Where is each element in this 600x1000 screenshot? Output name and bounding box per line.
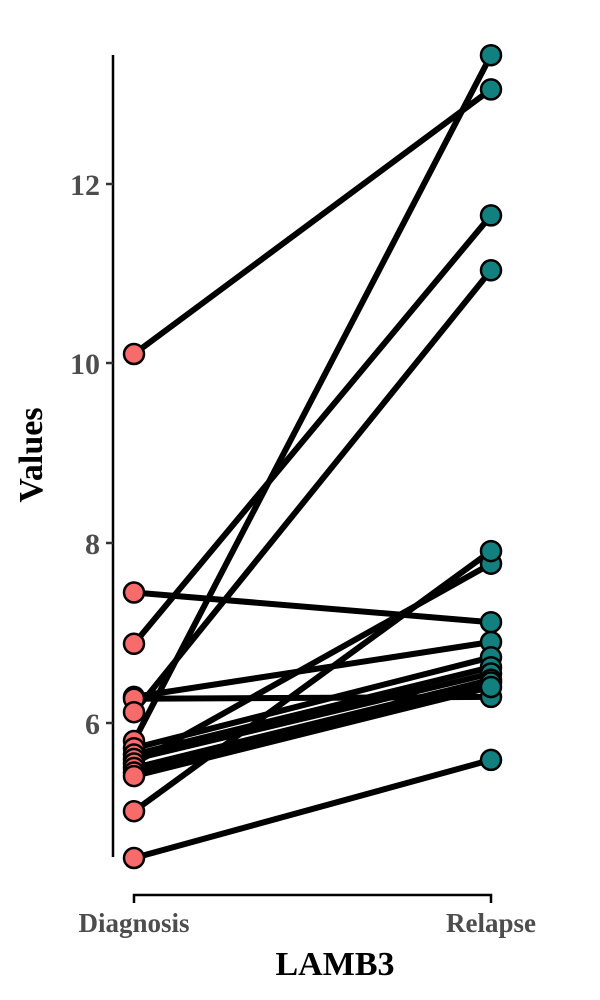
diagnosis-points (122, 342, 146, 870)
pair-line (133, 679, 492, 776)
relapse-points (479, 43, 503, 772)
y-axis-ticks: 6 8 10 12 (70, 169, 113, 741)
pair-line (131, 53, 494, 743)
x-tick-label-relapse: Relapse (446, 908, 536, 938)
relapse-point (479, 204, 503, 227)
x-tick-label-diagnosis: Diagnosis (78, 908, 189, 938)
x-axis-line (132, 893, 493, 903)
y-tick-label-10: 10 (70, 348, 100, 381)
x-axis-title: LAMB3 (276, 946, 395, 983)
pair-lines (131, 53, 494, 861)
relapse-point (479, 43, 503, 67)
y-tick-label-8: 8 (85, 528, 100, 561)
relapse-point (479, 675, 503, 699)
diagnosis-point (122, 799, 146, 823)
pair-line (133, 757, 492, 861)
pair-line (131, 268, 494, 715)
relapse-point (479, 78, 503, 101)
diagnosis-point (122, 846, 146, 870)
diagnosis-point (122, 764, 146, 788)
y-tick-label-6: 6 (85, 708, 100, 741)
pair-line (133, 639, 492, 700)
relapse-point (479, 259, 503, 282)
diagnosis-point (122, 700, 146, 724)
pair-line (133, 664, 492, 758)
pair-line (133, 670, 492, 762)
pair-line (133, 684, 492, 780)
diagnosis-point (122, 342, 146, 366)
diagnosis-point (122, 581, 146, 604)
pair-line (132, 86, 493, 357)
relapse-point (479, 539, 503, 563)
diagnosis-point (122, 632, 146, 656)
pair-line (131, 213, 494, 646)
y-axis-title: Values (13, 407, 50, 502)
y-tick-label-12: 12 (70, 169, 100, 202)
relapse-point (479, 610, 503, 634)
pair-line (132, 548, 493, 814)
pair-line (133, 589, 492, 626)
relapse-point (479, 748, 503, 772)
